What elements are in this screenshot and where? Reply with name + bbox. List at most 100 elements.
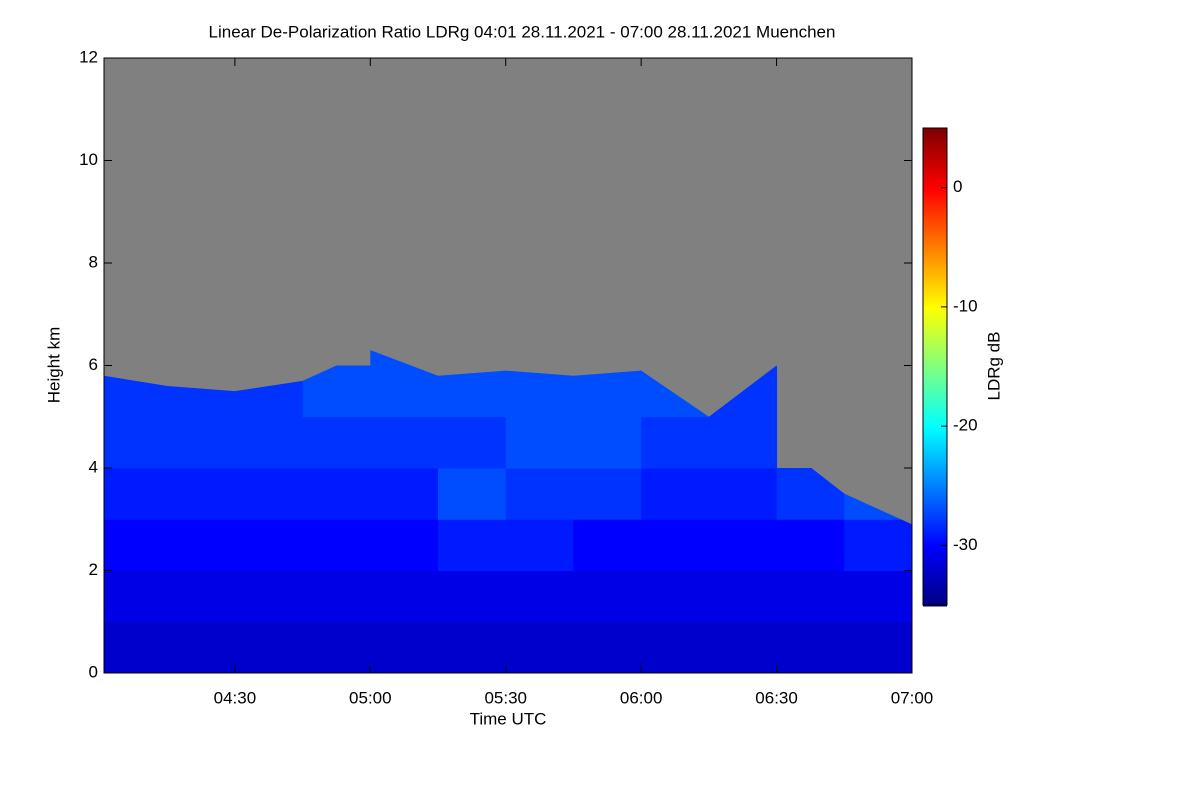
colorbar-strip [923, 568, 947, 571]
colorbar-strip [923, 328, 947, 331]
colorbar-strip [923, 544, 947, 547]
colorbar-strip [923, 552, 947, 555]
colorbar-strip [923, 478, 947, 481]
colorbar-strip [923, 244, 947, 247]
heatmap-cell [641, 570, 710, 623]
colorbar-strip [923, 566, 947, 569]
heatmap-cell [844, 570, 912, 623]
colorbar-tick-label: -10 [953, 296, 978, 315]
colorbar-strip [923, 354, 947, 357]
colorbar-strip [923, 146, 947, 149]
colorbar-strip [923, 342, 947, 345]
colorbar-strip [923, 444, 947, 447]
colorbar-strip [923, 404, 947, 407]
colorbar-strip [923, 236, 947, 239]
colorbar-strip [923, 272, 947, 275]
x-tick-label: 06:00 [620, 688, 663, 707]
colorbar-strip [923, 380, 947, 383]
colorbar-strip [923, 158, 947, 161]
colorbar-strip [923, 472, 947, 475]
colorbar-strip [923, 564, 947, 567]
colorbar-strip [923, 160, 947, 163]
colorbar-strip [923, 526, 947, 529]
heatmap-cell [370, 570, 439, 623]
colorbar-strip [923, 454, 947, 457]
colorbar-strip [923, 496, 947, 499]
colorbar-strip [923, 528, 947, 531]
colorbar-strip [923, 152, 947, 155]
colorbar-strip [923, 362, 947, 365]
colorbar-strip [923, 388, 947, 391]
heatmap-cell [167, 519, 236, 571]
colorbar-strip [923, 344, 947, 347]
colorbar-strip [923, 140, 947, 143]
colorbar-strip [923, 308, 947, 311]
colorbar-strip [923, 504, 947, 507]
colorbar-strip [923, 134, 947, 137]
colorbar-strip [923, 406, 947, 409]
colorbar-strip [923, 384, 947, 387]
colorbar-strip [923, 268, 947, 271]
colorbar-strip [923, 184, 947, 187]
colorbar-strip [923, 240, 947, 243]
y-tick-label: 6 [89, 355, 98, 374]
colorbar-strip [923, 446, 947, 449]
colorbar-strip [923, 448, 947, 451]
colorbar-strip [923, 476, 947, 479]
colorbar-strip [923, 190, 947, 193]
heatmap-cell [234, 468, 304, 520]
colorbar-strip [923, 302, 947, 305]
colorbar-strip [923, 414, 947, 417]
x-tick-label: 06:30 [755, 688, 798, 707]
colorbar-strip [923, 334, 947, 337]
heatmap-cell [708, 519, 778, 571]
colorbar-strip [923, 482, 947, 485]
colorbar-strip [923, 368, 947, 371]
colorbar-strip [923, 318, 947, 321]
colorbar-strip [923, 600, 947, 603]
colorbar-strip [923, 314, 947, 317]
colorbar-strip [923, 428, 947, 431]
colorbar-strip [923, 412, 947, 415]
colorbar-strip [923, 252, 947, 255]
colorbar-strip [923, 522, 947, 525]
x-tick-label: 05:00 [349, 688, 392, 707]
heatmap-cell [302, 570, 371, 623]
heatmap-cells [104, 350, 912, 673]
colorbar-strip [923, 590, 947, 593]
colorbar-strip [923, 148, 947, 151]
colorbar-strip [923, 372, 947, 375]
colorbar-strip [923, 424, 947, 427]
colorbar-strip [923, 584, 947, 587]
colorbar-strip [923, 228, 947, 231]
colorbar-strip [923, 598, 947, 601]
colorbar-strip [923, 400, 947, 403]
y-tick-label: 12 [79, 47, 98, 66]
colorbar-strip [923, 208, 947, 211]
colorbar-strip [923, 200, 947, 203]
colorbar-strip [923, 182, 947, 185]
colorbar-strip [923, 572, 947, 575]
heatmap-cell [370, 519, 439, 571]
colorbar-strip [923, 306, 947, 309]
colorbar-strip [923, 256, 947, 259]
colorbar-strip [923, 218, 947, 221]
colorbar-strip [923, 506, 947, 509]
colorbar-strip [923, 154, 947, 157]
colorbar-strip [923, 500, 947, 503]
colorbar-strip [923, 168, 947, 171]
y-tick-label: 2 [89, 560, 98, 579]
colorbar-strip [923, 292, 947, 295]
colorbar-strip [923, 586, 947, 589]
colorbar-strip [923, 128, 947, 131]
heatmap-cell [844, 621, 912, 673]
colorbar-strip [923, 350, 947, 353]
colorbar-strip [923, 418, 947, 421]
colorbar-strip [923, 546, 947, 549]
colorbar-strip [923, 164, 947, 167]
colorbar-strip [923, 214, 947, 217]
colorbar-strip [923, 462, 947, 465]
colorbar-strip [923, 480, 947, 483]
colorbar-strip [923, 530, 947, 533]
colorbar-strip [923, 512, 947, 515]
